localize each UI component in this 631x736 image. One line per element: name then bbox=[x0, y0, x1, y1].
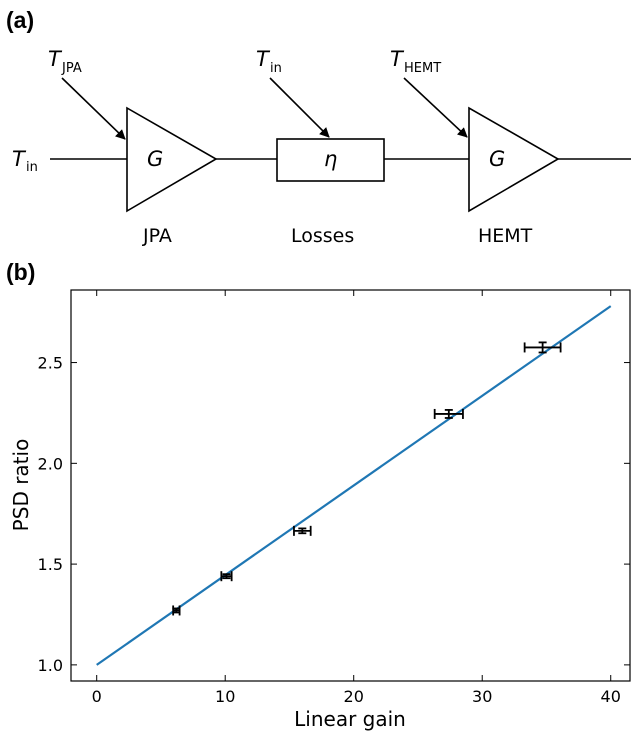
hemt-caption: HEMT bbox=[478, 225, 533, 247]
plot-frame bbox=[70, 289, 631, 682]
jpa-amplifier-triangle bbox=[126, 106, 218, 213]
x-axis-label: Linear gain bbox=[294, 707, 406, 731]
panel-b-label: (b) bbox=[6, 259, 35, 285]
psd-ratio-chart: (b) 0 10 20 30 40 1.0 1.5 2.0 2.5 Linear gain P… bbox=[6, 259, 631, 731]
y-tick-label: 1.0 bbox=[38, 656, 63, 675]
y-tick-label: 1.5 bbox=[38, 555, 63, 574]
y-axis: 1.0 1.5 2.0 2.5 bbox=[38, 354, 630, 675]
x-tick-label: 20 bbox=[344, 687, 364, 706]
panel-a-label: (a) bbox=[6, 7, 34, 33]
x-tick-label: 0 bbox=[92, 687, 102, 706]
y-tick-label: 2.5 bbox=[38, 354, 63, 373]
losses-temp-symbol: T bbox=[256, 47, 271, 71]
data-point bbox=[172, 605, 181, 616]
hemt-temp-subscript: HEMT bbox=[404, 61, 441, 76]
x-tick-label: 10 bbox=[215, 687, 235, 706]
fit-line-layer bbox=[96, 305, 612, 666]
x-tick-label: 40 bbox=[601, 687, 621, 706]
jpa-temp-subscript: JPA bbox=[61, 61, 82, 76]
hemt-noise-arrow bbox=[403, 77, 468, 138]
x-axis: 0 10 20 30 40 bbox=[92, 290, 621, 706]
losses-box bbox=[276, 138, 385, 182]
fit-line bbox=[96, 305, 612, 666]
hemt-gain-symbol: G bbox=[489, 147, 505, 171]
data-point bbox=[293, 525, 312, 536]
data-point bbox=[523, 341, 562, 354]
hemt-amplifier-triangle bbox=[468, 106, 560, 213]
hemt-temp-symbol: T bbox=[390, 47, 405, 71]
losses-temp-subscript: in bbox=[270, 61, 282, 76]
input-temp-symbol: T bbox=[12, 147, 27, 171]
losses-eta-symbol: η bbox=[324, 147, 337, 171]
data-point bbox=[220, 571, 233, 582]
data-point bbox=[433, 408, 464, 419]
y-axis-label: PSD ratio bbox=[9, 439, 33, 532]
input-temp-subscript: in bbox=[26, 160, 38, 175]
jpa-caption: JPA bbox=[142, 225, 172, 247]
losses-caption: Losses bbox=[291, 225, 354, 247]
y-tick-label: 2.0 bbox=[38, 454, 63, 473]
jpa-noise-arrow bbox=[61, 77, 126, 140]
block-diagram: (a) T in G JPA T JPA η Losses T in G HEM… bbox=[6, 7, 631, 247]
jpa-temp-symbol: T bbox=[48, 47, 63, 71]
data-points-layer bbox=[172, 341, 562, 616]
jpa-gain-symbol: G bbox=[147, 147, 163, 171]
losses-noise-arrow bbox=[269, 77, 330, 138]
x-tick-label: 30 bbox=[472, 687, 492, 706]
